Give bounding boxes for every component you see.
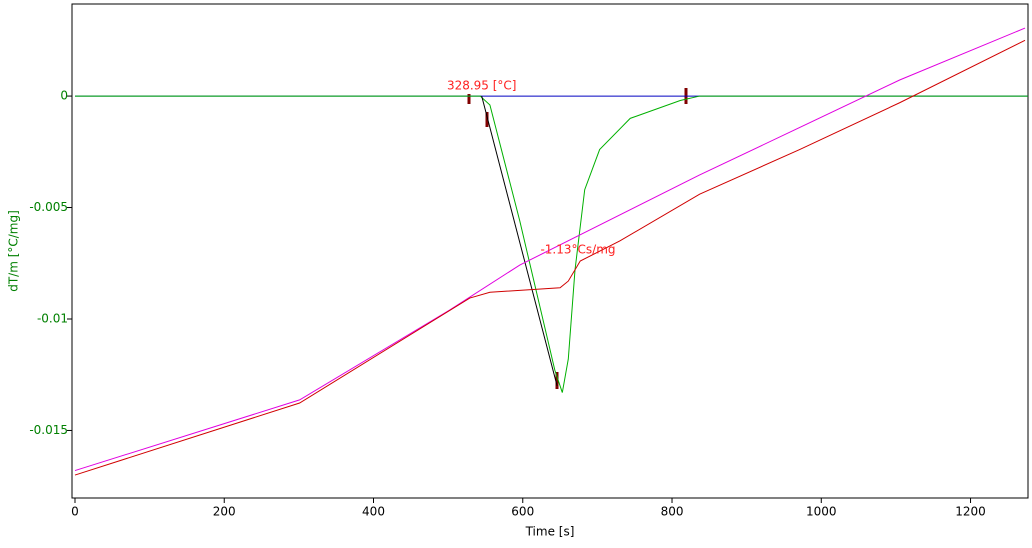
y-tick-label: -0.015 [29, 423, 68, 437]
y-tick-label: -0.01 [37, 311, 68, 325]
series-line [481, 95, 558, 386]
x-tick-label: 400 [362, 505, 385, 519]
series-line [74, 95, 1028, 393]
x-axis-label: Time [s] [525, 525, 575, 539]
plot-frame [71, 3, 1029, 499]
y-tick-label: -0.005 [29, 200, 68, 214]
y-axis-label: dT/m [°C/mg] [7, 210, 21, 292]
x-tick-label: 0 [71, 505, 79, 519]
cursor-markers [467, 88, 688, 389]
x-tick-label: 1200 [955, 505, 986, 519]
series-line [74, 39, 1026, 476]
y-tick-label: 0 [60, 89, 68, 103]
x-tick-label: 800 [661, 505, 684, 519]
annotation: 328.95 [°C] [447, 79, 517, 93]
x-tick-label: 1000 [806, 505, 837, 519]
x-tick-label: 600 [511, 505, 534, 519]
annotation: -1.13°Cs/mg [540, 242, 615, 256]
series-line [74, 27, 1026, 472]
x-tick-label: 200 [213, 505, 236, 519]
